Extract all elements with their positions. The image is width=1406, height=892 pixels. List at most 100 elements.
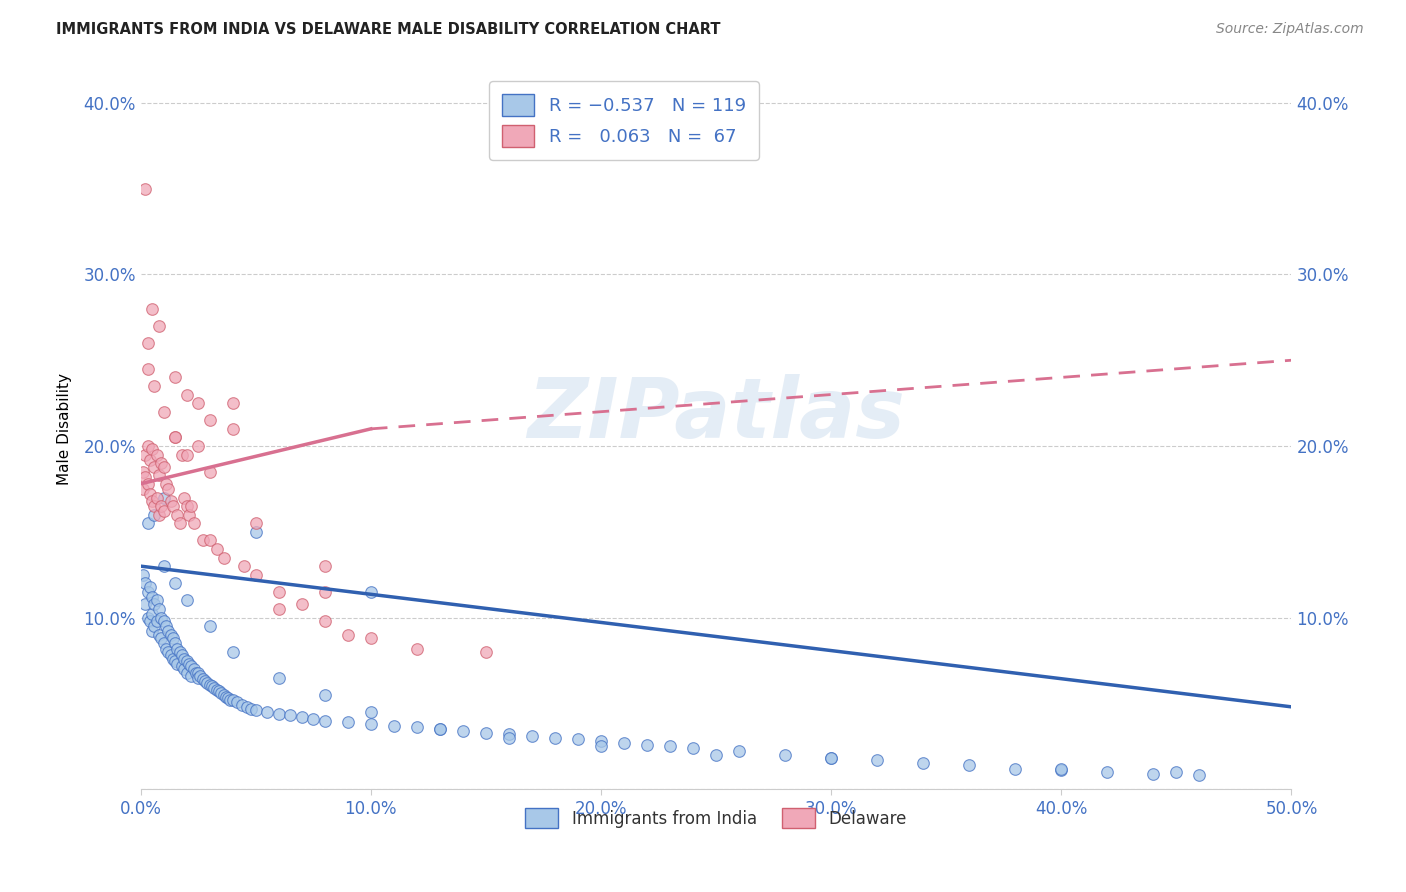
Point: [166, 508, 188, 522]
Point: [360, 717, 382, 731]
Point: [429, 722, 451, 736]
Point: [336, 715, 359, 730]
Point: [184, 665, 207, 680]
Point: [235, 699, 257, 714]
Point: [155, 641, 177, 656]
Point: [165, 653, 187, 667]
Point: [187, 396, 209, 410]
Point: [143, 619, 166, 633]
Point: [208, 684, 231, 698]
Point: [820, 751, 842, 765]
Point: [141, 607, 163, 622]
Point: [162, 631, 184, 645]
Point: [1050, 764, 1073, 778]
Point: [291, 597, 314, 611]
Point: [150, 456, 173, 470]
Point: [1004, 762, 1026, 776]
Point: [141, 442, 163, 457]
Point: [134, 181, 156, 195]
Point: [139, 580, 162, 594]
Point: [139, 452, 162, 467]
Point: [245, 567, 267, 582]
Point: [820, 751, 842, 765]
Text: IMMIGRANTS FROM INDIA VS DELAWARE MALE DISABILITY CORRELATION CHART: IMMIGRANTS FROM INDIA VS DELAWARE MALE D…: [56, 22, 721, 37]
Point: [155, 476, 177, 491]
Point: [152, 459, 174, 474]
Point: [152, 405, 174, 419]
Point: [278, 708, 301, 723]
Point: [360, 585, 382, 599]
Point: [157, 624, 180, 639]
Point: [150, 610, 173, 624]
Point: [150, 631, 173, 645]
Point: [136, 610, 159, 624]
Point: [136, 336, 159, 351]
Point: [212, 688, 235, 702]
Point: [165, 636, 187, 650]
Point: [139, 614, 162, 628]
Point: [659, 739, 682, 754]
Point: [132, 465, 155, 479]
Point: [169, 645, 191, 659]
Point: [360, 705, 382, 719]
Point: [134, 576, 156, 591]
Point: [198, 465, 221, 479]
Point: [475, 725, 498, 739]
Point: [267, 671, 290, 685]
Point: [180, 499, 202, 513]
Point: [429, 722, 451, 736]
Point: [233, 559, 256, 574]
Point: [150, 499, 173, 513]
Point: [589, 734, 612, 748]
Point: [957, 758, 980, 772]
Point: [245, 703, 267, 717]
Point: [205, 682, 228, 697]
Point: [132, 482, 155, 496]
Point: [177, 657, 200, 671]
Point: [336, 628, 359, 642]
Point: [166, 657, 188, 671]
Point: [148, 508, 170, 522]
Point: [176, 653, 198, 667]
Point: [451, 723, 474, 738]
Point: [134, 470, 156, 484]
Point: [212, 550, 235, 565]
Point: [176, 499, 198, 513]
Point: [180, 669, 202, 683]
Point: [382, 719, 405, 733]
Point: [176, 448, 198, 462]
Point: [209, 686, 232, 700]
Point: [222, 645, 245, 659]
Point: [143, 459, 166, 474]
Point: [1097, 765, 1119, 780]
Point: [152, 636, 174, 650]
Point: [172, 648, 194, 663]
Point: [141, 624, 163, 639]
Point: [148, 468, 170, 483]
Point: [360, 631, 382, 645]
Point: [222, 422, 245, 436]
Point: [190, 669, 212, 683]
Point: [162, 499, 184, 513]
Point: [201, 679, 224, 693]
Point: [173, 652, 195, 666]
Point: [145, 614, 167, 628]
Point: [165, 430, 187, 444]
Point: [139, 487, 162, 501]
Point: [177, 508, 200, 522]
Point: [1050, 762, 1073, 776]
Point: [231, 698, 253, 713]
Point: [613, 736, 636, 750]
Point: [141, 301, 163, 316]
Point: [194, 674, 217, 689]
Point: [728, 744, 751, 758]
Point: [148, 318, 170, 333]
Point: [187, 671, 209, 685]
Point: [405, 721, 427, 735]
Text: ZIPatlas: ZIPatlas: [527, 374, 905, 455]
Point: [704, 747, 727, 762]
Point: [159, 494, 181, 508]
Point: [291, 710, 314, 724]
Point: [183, 662, 205, 676]
Point: [267, 706, 290, 721]
